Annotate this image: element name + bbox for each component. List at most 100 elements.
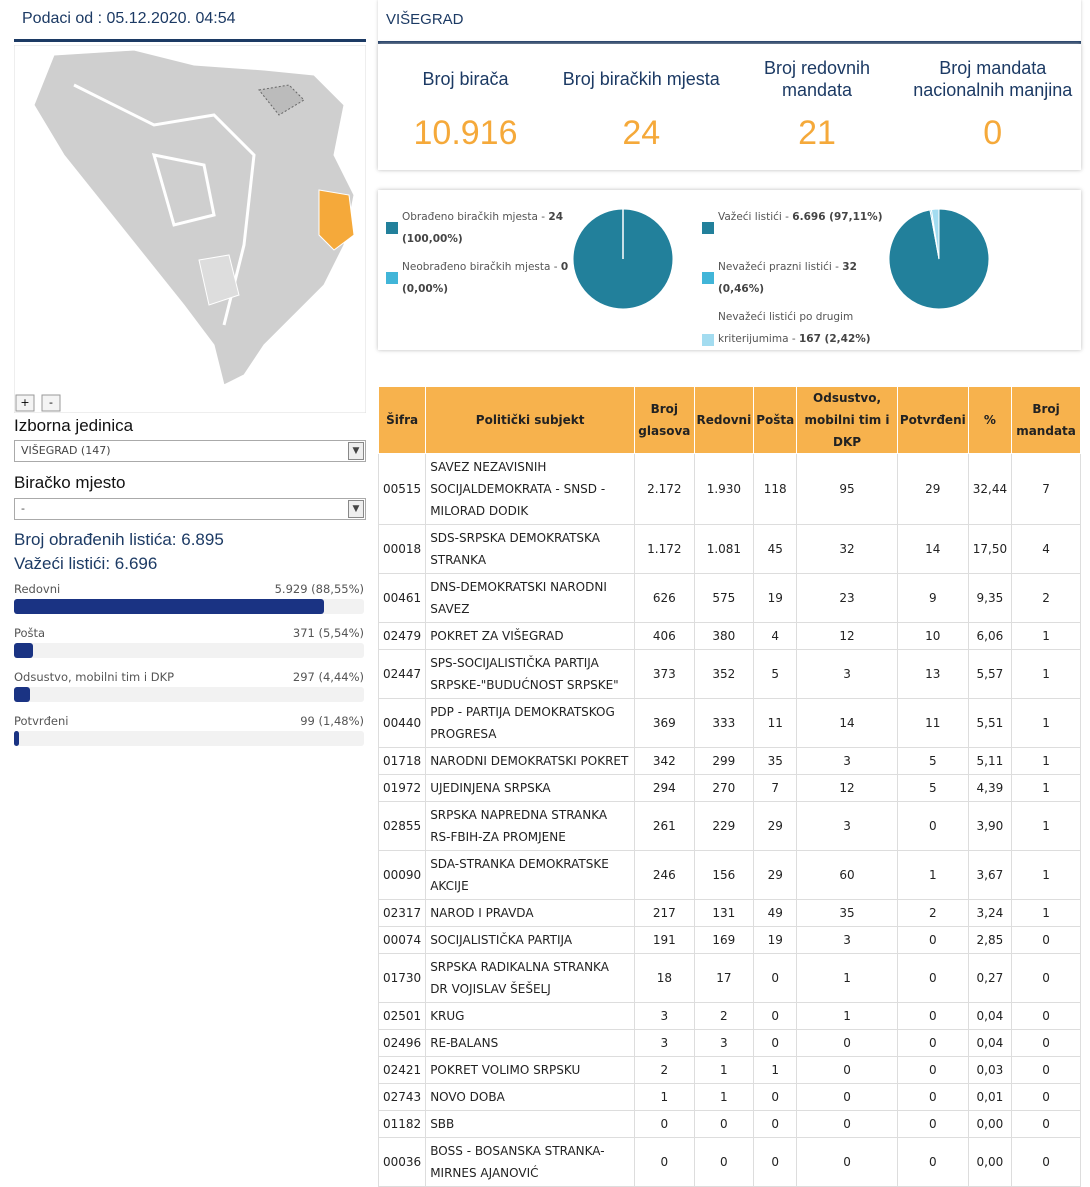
cell: 29: [753, 801, 798, 851]
cell: 3: [796, 649, 898, 699]
cell: SDS-SRPSKA DEMOKRATSKA STRANKA: [425, 524, 636, 574]
cell: 32,44: [967, 453, 1013, 525]
cell: 0,27: [967, 953, 1013, 1003]
cell: 0: [1011, 953, 1081, 1003]
cell: 0: [796, 1137, 898, 1187]
zoom-out[interactable]: [41, 394, 61, 412]
result-row: 01972 UJEDINJENA SRPSKA 294 270 7 12 5 4,39 1: [377, 774, 1081, 802]
cell: 0: [1011, 1110, 1081, 1138]
zoom-in-text[interactable]: +: [20, 396, 29, 409]
legend-extra: (0,46%): [718, 283, 765, 295]
cell: 0: [753, 1083, 798, 1111]
cell: 0: [1011, 1029, 1081, 1057]
cell: 23: [796, 573, 898, 623]
bar-label: Pošta: [14, 626, 46, 640]
legend-item: Nevažeći prazni listići - 32 (0,46%): [702, 256, 888, 300]
legend-value: 24 (100,00%): [402, 211, 564, 245]
bar-label: Redovni: [14, 582, 61, 596]
cell: RE-BALANS: [425, 1029, 636, 1057]
bar-track: [14, 599, 364, 614]
legend-item: Nevažeći listići po drugim kriterijumima…: [702, 306, 888, 350]
cell: SRPSKA NAPREDNA STRANKA RS-FBIH-ZA PROMJ…: [425, 801, 636, 851]
cell: 1: [1011, 649, 1081, 699]
cell: 0: [693, 1110, 755, 1138]
stat-value: 21: [798, 114, 836, 152]
stat-label: Broj biračkih mjesta: [562, 69, 720, 89]
results: Šifra Politički subjekt Broj glasova Redovn…: [377, 386, 1081, 1187]
result-row: 00074 SOCIJALISTIČKA PARTIJA 191 169 19 3 0 2,8…: [377, 926, 1081, 954]
select-arrow[interactable]: ▼: [348, 500, 364, 518]
result-row: 02855 SRPSKA NAPREDNA STRANKA RS-FBIH-ZA …: [377, 801, 1081, 851]
cell: SBB: [425, 1110, 636, 1138]
cell: 18: [634, 953, 695, 1003]
cell: 0: [1011, 1083, 1081, 1111]
cell: 118: [753, 453, 798, 525]
cell: 02743: [377, 1083, 427, 1111]
column-header: Redovni: [693, 386, 755, 454]
cell: 191: [634, 926, 695, 954]
cell: 2: [896, 899, 969, 927]
bar-value: 5.929 (88,55%): [274, 582, 364, 596]
cell: 02447: [377, 649, 427, 699]
column-header: Šifra: [377, 386, 427, 454]
cell: 01718: [377, 747, 427, 775]
cell: 29: [896, 453, 969, 525]
column-header: Potvrđeni: [896, 386, 969, 454]
bar-track: [14, 687, 364, 702]
bar: [14, 687, 30, 702]
cell: 0: [896, 953, 969, 1003]
cell: 7: [753, 774, 798, 802]
cell: 261: [634, 801, 695, 851]
cell: 0: [896, 926, 969, 954]
cell: 0,04: [967, 1029, 1013, 1057]
cell: 19: [753, 573, 798, 623]
cell: 217: [634, 899, 695, 927]
cell: 575: [693, 573, 755, 623]
cell: 2.172: [634, 453, 695, 525]
result-row: 02496 RE-BALANS 3 3 0 0 0 0,04 0: [377, 1029, 1081, 1057]
result-row: 00515 SAVEZ NEZAVISNIH SOCIJALDEMOKRATA -…: [377, 453, 1081, 525]
result-row: 02479 POKRET ZA VIŠEGRAD 406 380 4 12 10 6,06 1: [377, 622, 1081, 650]
cell: 2: [693, 1002, 755, 1030]
zoom-in[interactable]: [15, 394, 35, 412]
cell: 1: [1011, 622, 1081, 650]
cell: 0: [1011, 1002, 1081, 1030]
cell: 00515: [377, 453, 427, 525]
cell: 1: [896, 850, 969, 900]
header-row: Šifra Politički subjekt Broj glasova Redovn…: [377, 386, 1081, 454]
bar-value: 297 (4,44%): [292, 670, 364, 684]
legend-value: 167 (2,42%): [798, 333, 871, 345]
select-arrow[interactable]: ▼: [348, 442, 364, 460]
station-value[interactable]: -: [21, 502, 25, 515]
cell: 342: [634, 747, 695, 775]
cell: 5,57: [967, 649, 1013, 699]
column-header: Politički subjekt: [425, 386, 636, 454]
cell: 246: [634, 850, 695, 900]
legend-swatch: [386, 272, 398, 284]
pie: [888, 208, 990, 310]
cell: 0: [1011, 1137, 1081, 1187]
legend-item: Obrađeno biračkih mjesta - 24 (100,00%): [386, 206, 572, 250]
cell: 0: [1011, 1056, 1081, 1084]
processed: Broj obrađenih listića: 6.895: [14, 530, 224, 549]
cell: PDP - PARTIJA DEMOKRATSKOG PROGRESA: [425, 698, 636, 748]
station-label: Biračko mjesto: [14, 473, 126, 492]
unit-value[interactable]: VIŠEGRAD (147): [21, 444, 111, 457]
cell: 35: [753, 747, 798, 775]
cell: 4: [1011, 524, 1081, 574]
legend-item: Neobrađeno biračkih mjesta - 0 (0,00%): [386, 256, 572, 300]
station-select[interactable]: - ▼: [14, 498, 366, 520]
unit-select[interactable]: VIŠEGRAD (147) ▼: [14, 440, 366, 462]
cell: 9,35: [967, 573, 1013, 623]
cell: 0: [896, 1002, 969, 1030]
cell: 0,00: [967, 1137, 1013, 1187]
cell: 00440: [377, 698, 427, 748]
cell: 14: [796, 698, 898, 748]
cell: 02855: [377, 801, 427, 851]
legend-label: Nevažeći prazni listići -: [718, 261, 843, 273]
cell: 4: [753, 622, 798, 650]
zoom-out-text[interactable]: -: [49, 396, 53, 409]
result-row: 00090 SDA-STRANKA DEMOKRATSKE AKCIJE 246 15…: [377, 850, 1081, 900]
result-row: 02743 NOVO DOBA 1 1 0 0 0 0,01 0: [377, 1083, 1081, 1111]
legend-extra: (97,11%): [825, 211, 883, 223]
